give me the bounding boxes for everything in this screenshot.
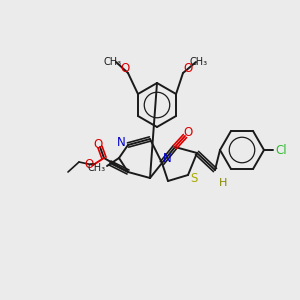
Text: Cl: Cl — [275, 143, 287, 157]
Text: O: O — [183, 125, 193, 139]
Text: N: N — [163, 152, 171, 164]
Text: O: O — [93, 139, 103, 152]
Text: O: O — [120, 62, 130, 76]
Text: N: N — [117, 136, 125, 148]
Text: CH₃: CH₃ — [104, 57, 122, 67]
Text: H: H — [219, 178, 227, 188]
Text: CH₃: CH₃ — [88, 163, 106, 173]
Text: O: O — [183, 62, 193, 76]
Text: CH₃: CH₃ — [190, 57, 208, 67]
Text: S: S — [190, 172, 198, 184]
Text: O: O — [84, 158, 94, 172]
